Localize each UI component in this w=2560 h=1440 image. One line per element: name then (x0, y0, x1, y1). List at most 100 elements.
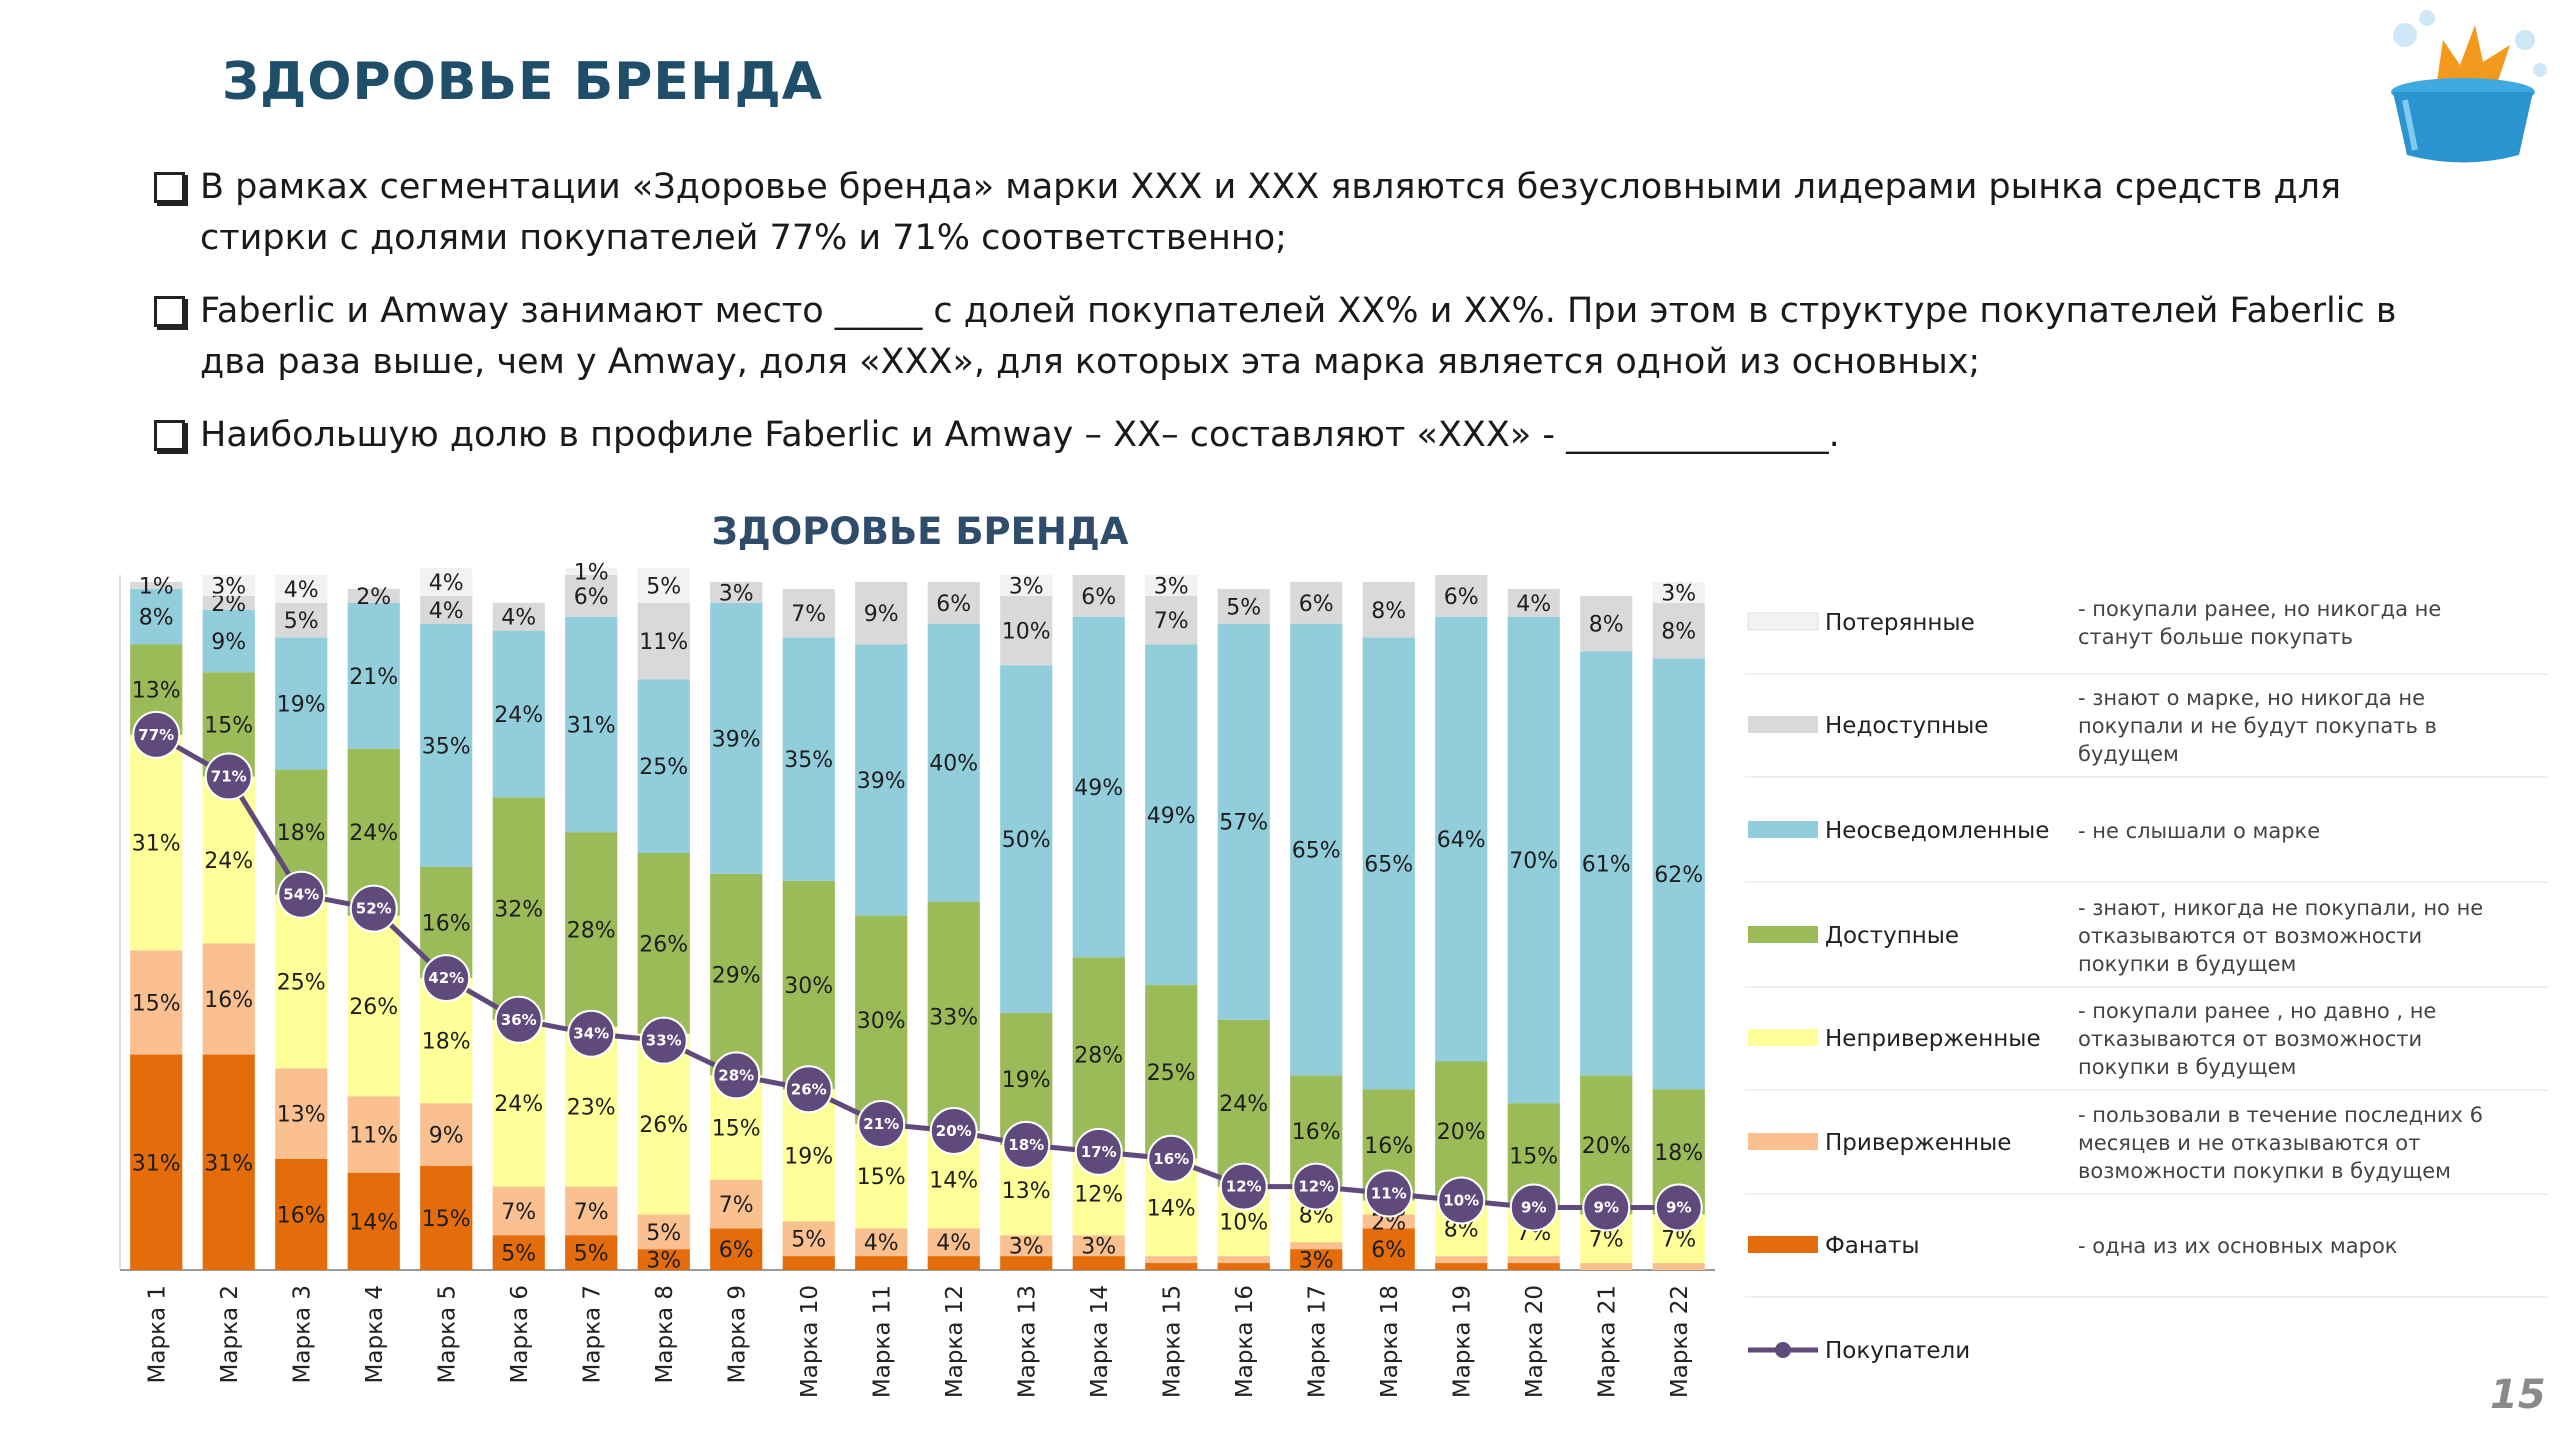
bar-segment (565, 832, 618, 1027)
bullet-text: Faberlic и Amway занимают место _____ с … (200, 291, 2397, 382)
tick-label: Марка 4 (362, 1285, 388, 1383)
bar-segment (565, 575, 618, 617)
bar-segment (927, 581, 980, 624)
data-label: 23% (567, 1096, 616, 1121)
legend-swatch (1747, 612, 1819, 631)
data-label: 26% (349, 995, 398, 1020)
data-label: 6% (1299, 592, 1334, 617)
data-label: 4% (936, 1231, 971, 1256)
data-label: 2% (211, 592, 246, 617)
buyers-point (1509, 1183, 1558, 1232)
tick-label: Марка 22 (1667, 1285, 1693, 1398)
bar-segment (1072, 1235, 1125, 1257)
buyers-point (494, 995, 543, 1044)
data-label: 13% (1002, 1179, 1051, 1204)
bar-segment (202, 595, 255, 610)
logo-splash (2435, 25, 2510, 95)
data-label: 7% (719, 1193, 754, 1218)
bar-segment (202, 1054, 255, 1270)
bar-segment (710, 602, 763, 874)
bar-segment (855, 581, 908, 645)
data-label: 31% (132, 1151, 181, 1176)
bar-segment (565, 568, 618, 575)
bar-segment (1435, 1256, 1488, 1264)
bar-segment (637, 568, 690, 603)
bar-segment (1507, 1256, 1560, 1264)
data-label: 7% (1661, 1228, 1696, 1253)
buyers-point (1654, 1183, 1703, 1232)
tick-label: Марка 18 (1377, 1285, 1403, 1398)
bar-segment (492, 630, 545, 798)
bar-segment (855, 915, 908, 1125)
bar-segment (347, 1096, 400, 1173)
bar-segment (927, 1228, 980, 1257)
data-label: 33% (929, 1005, 978, 1030)
bar-segment (637, 602, 690, 680)
buyers-label: 28% (718, 1066, 754, 1084)
bar-segment (1000, 1256, 1053, 1270)
bar-segment (492, 602, 545, 631)
bar-segment (565, 1235, 618, 1270)
bar-segment (1362, 1228, 1415, 1270)
checkbox-bullet-icon (154, 296, 185, 327)
legend-description: - пользовали в течение последних 6 (2078, 1103, 2483, 1127)
bar-segment (202, 943, 255, 1055)
bar-segment (1362, 637, 1415, 1090)
buyers-label: 9% (1594, 1198, 1619, 1216)
bar-segment (1290, 623, 1343, 1076)
legend-swatch (1748, 926, 1818, 943)
data-label: 8% (1371, 599, 1406, 624)
bar-segment (1507, 588, 1560, 617)
data-label: 5% (574, 1242, 609, 1267)
data-label: 5% (646, 574, 681, 599)
bar-segment (492, 1019, 545, 1187)
data-label: 14% (1147, 1196, 1196, 1221)
legend-swatch (1748, 1133, 1818, 1150)
buyers-point (1002, 1120, 1051, 1169)
bar-segment (782, 880, 835, 1090)
bar-segment (420, 568, 473, 596)
data-label: 3% (211, 574, 246, 599)
laundry-basin-splash-icon (2391, 10, 2547, 163)
legend-label: Неосведомленные (1825, 818, 2049, 844)
data-label: 6% (1081, 585, 1116, 610)
buyers-point (567, 1009, 616, 1058)
buyers-label: 34% (573, 1025, 609, 1043)
data-label: 6% (719, 1238, 754, 1263)
bar-segment (1217, 1256, 1270, 1264)
data-label: 40% (929, 752, 978, 777)
tick-label: Марка 3 (289, 1285, 315, 1383)
bar-segment (565, 616, 618, 833)
data-label: 24% (494, 1092, 543, 1117)
buyers-point (277, 870, 326, 919)
data-label: 15% (204, 713, 253, 738)
legend-swatch (1748, 716, 1818, 733)
bar-segment (202, 575, 255, 596)
data-label: 4% (1516, 592, 1551, 617)
bar-segment (1145, 595, 1198, 645)
bar-segment (1000, 575, 1053, 596)
tick-label: Марка 19 (1449, 1285, 1475, 1398)
bar-segment (275, 894, 328, 1069)
buyers-point (1437, 1176, 1486, 1225)
bar-segment (1072, 957, 1125, 1152)
data-label: 19% (1002, 1068, 1051, 1093)
data-label: 16% (277, 1203, 326, 1228)
data-label: 31% (204, 1151, 253, 1176)
data-label: 39% (857, 769, 906, 794)
data-label: 15% (857, 1165, 906, 1190)
bar-segment (130, 1054, 183, 1270)
data-label: 19% (277, 693, 326, 718)
buyers-point (639, 1016, 688, 1065)
data-label: 70% (1509, 849, 1558, 874)
data-label: 3% (1154, 574, 1189, 599)
data-label: 16% (422, 912, 471, 937)
tick-label: Марка 7 (579, 1285, 605, 1383)
legend-description: станут больше покупать (2078, 625, 2353, 649)
bar-segment (130, 734, 183, 951)
bar-segment (130, 581, 183, 589)
bullet-item: Faberlic и Amway занимают место _____ с … (150, 286, 2450, 388)
data-label: 18% (422, 1030, 471, 1055)
legend-description: - одна из их основных марок (2078, 1234, 2397, 1258)
data-label: 35% (422, 734, 471, 759)
